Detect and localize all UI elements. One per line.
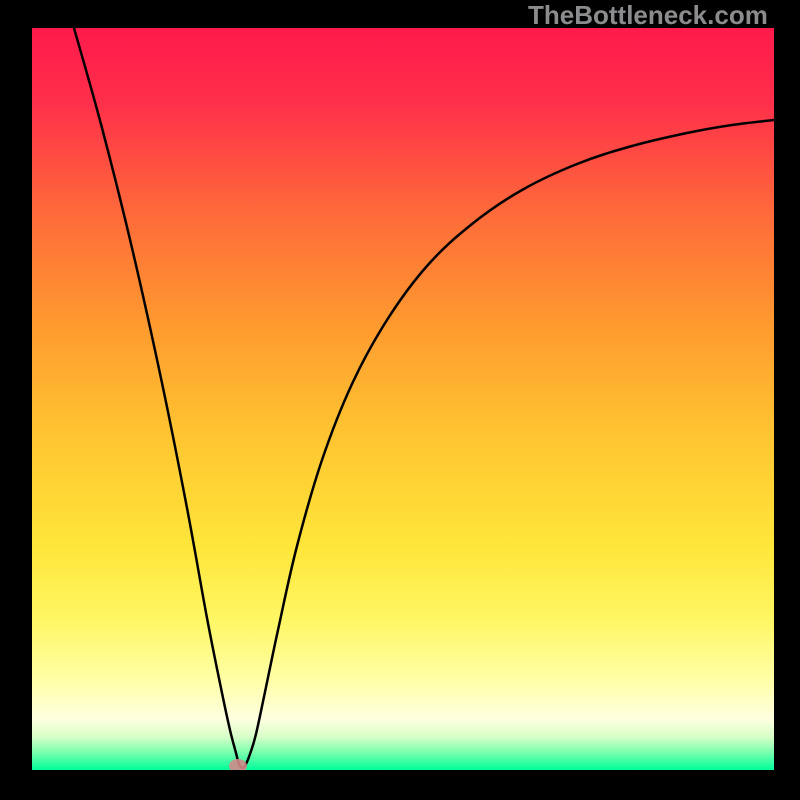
watermark-text: TheBottleneck.com [528, 0, 768, 31]
minimum-marker [229, 759, 247, 770]
bottleneck-curve [32, 28, 774, 770]
plot-area [32, 28, 774, 770]
bottleneck-chart: TheBottleneck.com [0, 0, 800, 800]
